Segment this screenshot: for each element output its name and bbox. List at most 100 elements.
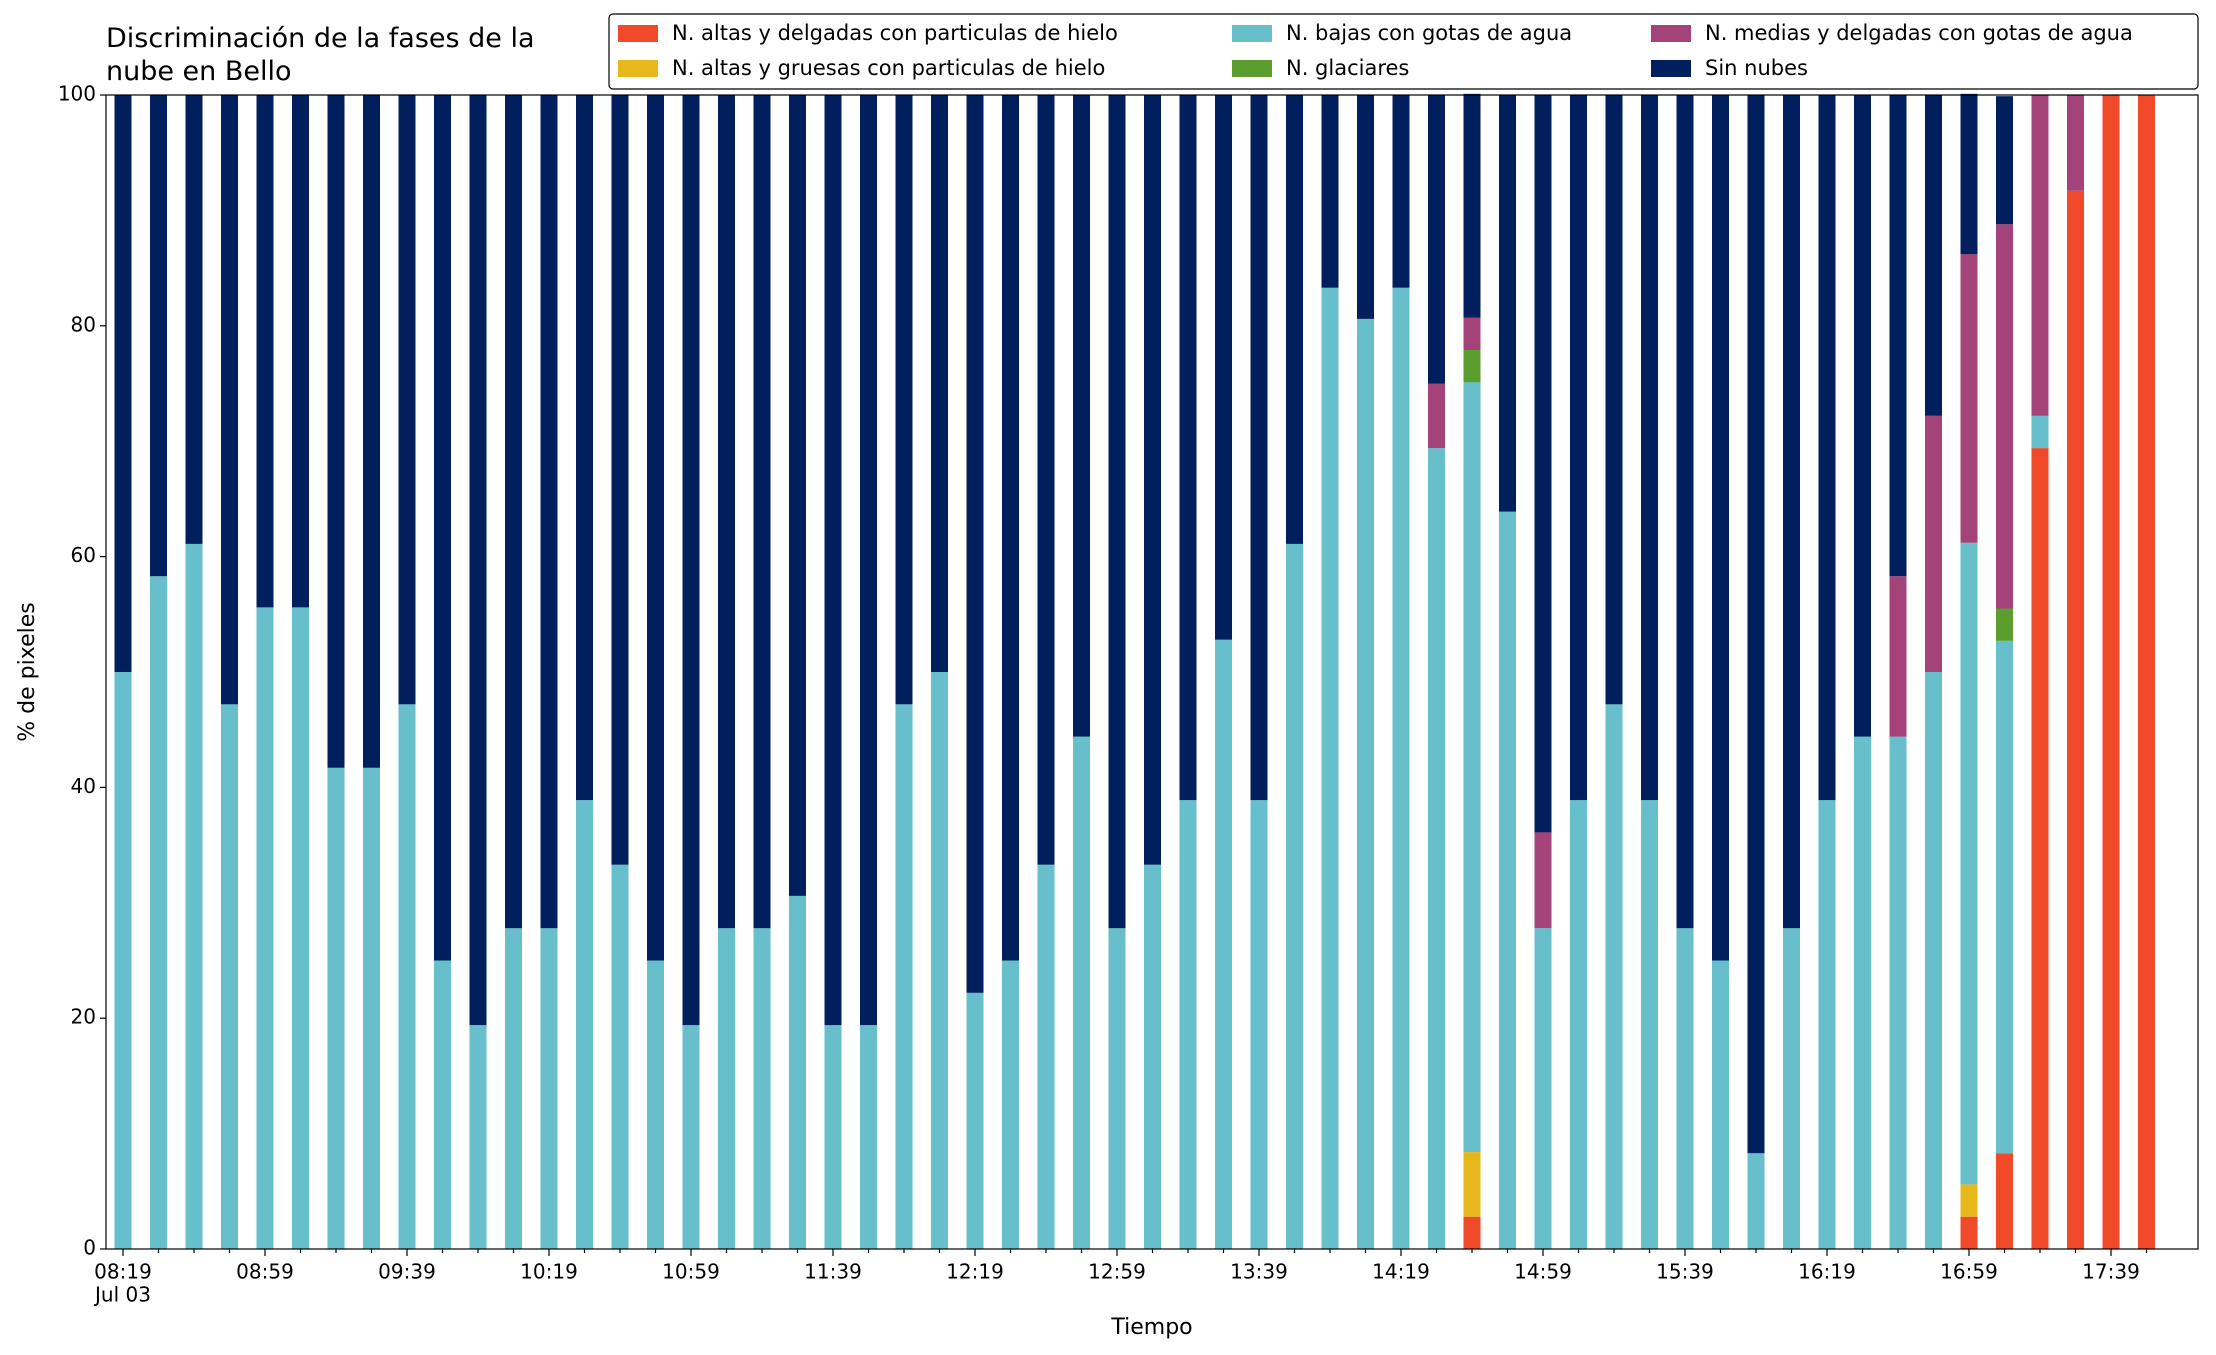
bar-segment — [1783, 928, 1800, 1249]
bar-segment — [540, 928, 558, 1249]
bar-segment — [150, 95, 167, 577]
bar-segment — [1854, 95, 1871, 737]
y-tick-label: 80 — [71, 312, 96, 336]
bar-segment — [1002, 95, 1019, 961]
bar-segment — [1357, 318, 1374, 1250]
bar-segment — [895, 704, 913, 1249]
bar-segment — [292, 607, 309, 1249]
bar-segment — [1286, 543, 1303, 1249]
legend-swatch — [1232, 25, 1272, 42]
y-tick-label: 0 — [83, 1236, 96, 1260]
bar-segment — [966, 992, 984, 1249]
bar-segment — [1392, 95, 1410, 288]
bar-segment — [895, 95, 913, 705]
bar-segment — [1037, 95, 1055, 865]
bar-segment — [1392, 287, 1410, 1249]
bar-segment — [1925, 672, 1942, 1249]
bar-segment — [221, 704, 238, 1249]
bar-segment — [1534, 832, 1552, 929]
bar-segment — [1605, 704, 1623, 1249]
bar-segment — [1960, 1184, 1978, 1217]
bar-segment — [1463, 317, 1481, 351]
y-axis-label: % de pixeles — [15, 602, 40, 741]
y-tick-label: 100 — [58, 82, 96, 106]
bar-segment — [1215, 95, 1232, 640]
plot-frame — [105, 94, 2199, 1250]
bar-segment — [1996, 608, 2013, 641]
x-tick-label: 12:59 — [1088, 1260, 1146, 1284]
bar-segment — [1570, 800, 1587, 1249]
bar-segment — [611, 864, 629, 1249]
bar-segment — [1641, 800, 1658, 1249]
bar-segment — [1073, 736, 1090, 1249]
bar-segment — [824, 95, 842, 1026]
bar-segment — [434, 960, 451, 1249]
bar-segment — [327, 95, 345, 768]
x-tick-label: 17:39 — [2082, 1260, 2140, 1284]
legend-label: Sin nubes — [1705, 56, 1808, 80]
bar-segment — [398, 95, 416, 705]
bar-segment — [114, 95, 132, 672]
bar-segment — [185, 543, 203, 1249]
bar-segment — [1960, 254, 1978, 543]
bar-segment — [185, 95, 203, 544]
legend-swatch — [618, 60, 658, 77]
bar-segment — [2031, 415, 2049, 449]
bar-segment — [398, 704, 416, 1249]
bar-segment — [1144, 864, 1161, 1249]
x-tick-label: 16:59 — [1940, 1260, 1998, 1284]
x-tick-label: 11:39 — [804, 1260, 862, 1284]
x-axis-label: Tiempo — [1110, 1315, 1192, 1340]
bar-segment — [2067, 190, 2084, 1250]
legend-swatch — [618, 25, 658, 42]
bar-segment — [860, 95, 877, 1026]
bar-segment — [753, 928, 771, 1249]
bar-segment — [256, 95, 274, 608]
bar-segment — [1463, 1152, 1481, 1217]
x-tick-label: 12:19 — [946, 1260, 1004, 1284]
legend-label: N. altas y gruesas con particulas de hie… — [672, 56, 1105, 80]
bar-segment — [1428, 95, 1445, 384]
bar-segment — [1108, 95, 1126, 929]
bar-segment — [1960, 542, 1978, 1185]
bar-segment — [1996, 224, 2013, 609]
bar-segment — [1783, 95, 1800, 929]
legend-label: N. glaciares — [1286, 56, 1409, 80]
bar-segment — [1925, 415, 1942, 672]
bar-segment — [1534, 95, 1552, 833]
bar-segment — [363, 95, 380, 768]
bar-segment — [1889, 736, 1907, 1249]
bar-segment — [505, 928, 522, 1249]
bar-segment — [1925, 95, 1942, 416]
bar-segment — [1676, 95, 1694, 929]
bar-segment — [114, 672, 132, 1249]
bar-segment — [363, 767, 380, 1249]
bar-segment — [1747, 1153, 1765, 1249]
legend-label: N. altas y delgadas con particulas de hi… — [672, 21, 1118, 45]
y-tick-label: 60 — [71, 543, 96, 567]
bar-segment — [1712, 95, 1729, 961]
bar-segment — [1463, 382, 1481, 1153]
bar-segment — [1463, 1216, 1481, 1249]
bar-segment — [647, 95, 664, 961]
bar-segment — [1605, 95, 1623, 705]
bar-segment — [2031, 95, 2049, 416]
bar-segment — [1996, 96, 2013, 225]
x-tick-label: 14:59 — [1514, 1260, 1572, 1284]
bar-segment — [1286, 95, 1303, 544]
x-tick-label: 14:19 — [1372, 1260, 1430, 1284]
bar-segment — [150, 576, 167, 1249]
bar-segment — [966, 95, 984, 993]
bar-segment — [931, 95, 948, 672]
bar-segment — [1747, 95, 1765, 1154]
legend-swatch — [1232, 60, 1272, 77]
bar-segment — [2031, 448, 2049, 1249]
bar-segment — [1428, 383, 1445, 449]
bar-segment — [576, 800, 593, 1249]
bar-segment — [1250, 95, 1268, 801]
bar-segment — [469, 95, 487, 1026]
bar-segment — [1250, 800, 1268, 1249]
bar-segment — [1712, 960, 1729, 1249]
